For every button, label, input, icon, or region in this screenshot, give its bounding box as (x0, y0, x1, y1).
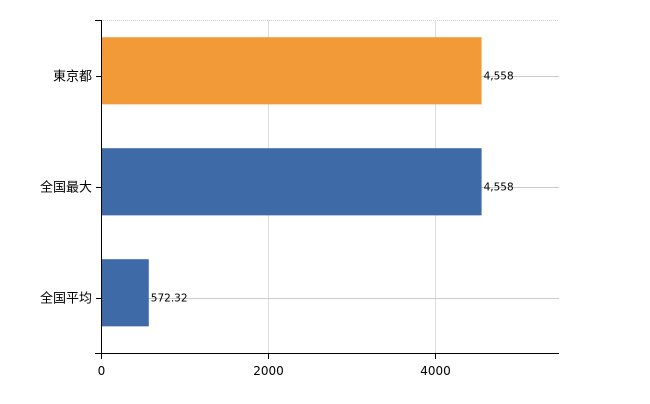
x-tick-label: 2000 (253, 364, 284, 378)
y-tick-label: 全国平均 (40, 291, 92, 307)
bar (101, 259, 149, 327)
bar (101, 148, 482, 216)
y-tick-label: 東京都 (53, 69, 92, 85)
y-tick-label: 全国最大 (40, 180, 92, 196)
data-label: 572.32 (151, 293, 188, 305)
x-tick-label: 0 (98, 364, 106, 378)
bar (101, 37, 482, 105)
data-label: 4,558 (484, 71, 514, 83)
bars: 4,558 4,558 572.32 (101, 37, 514, 327)
x-tick-label: 4000 (420, 364, 451, 378)
data-label: 4,558 (484, 182, 514, 194)
